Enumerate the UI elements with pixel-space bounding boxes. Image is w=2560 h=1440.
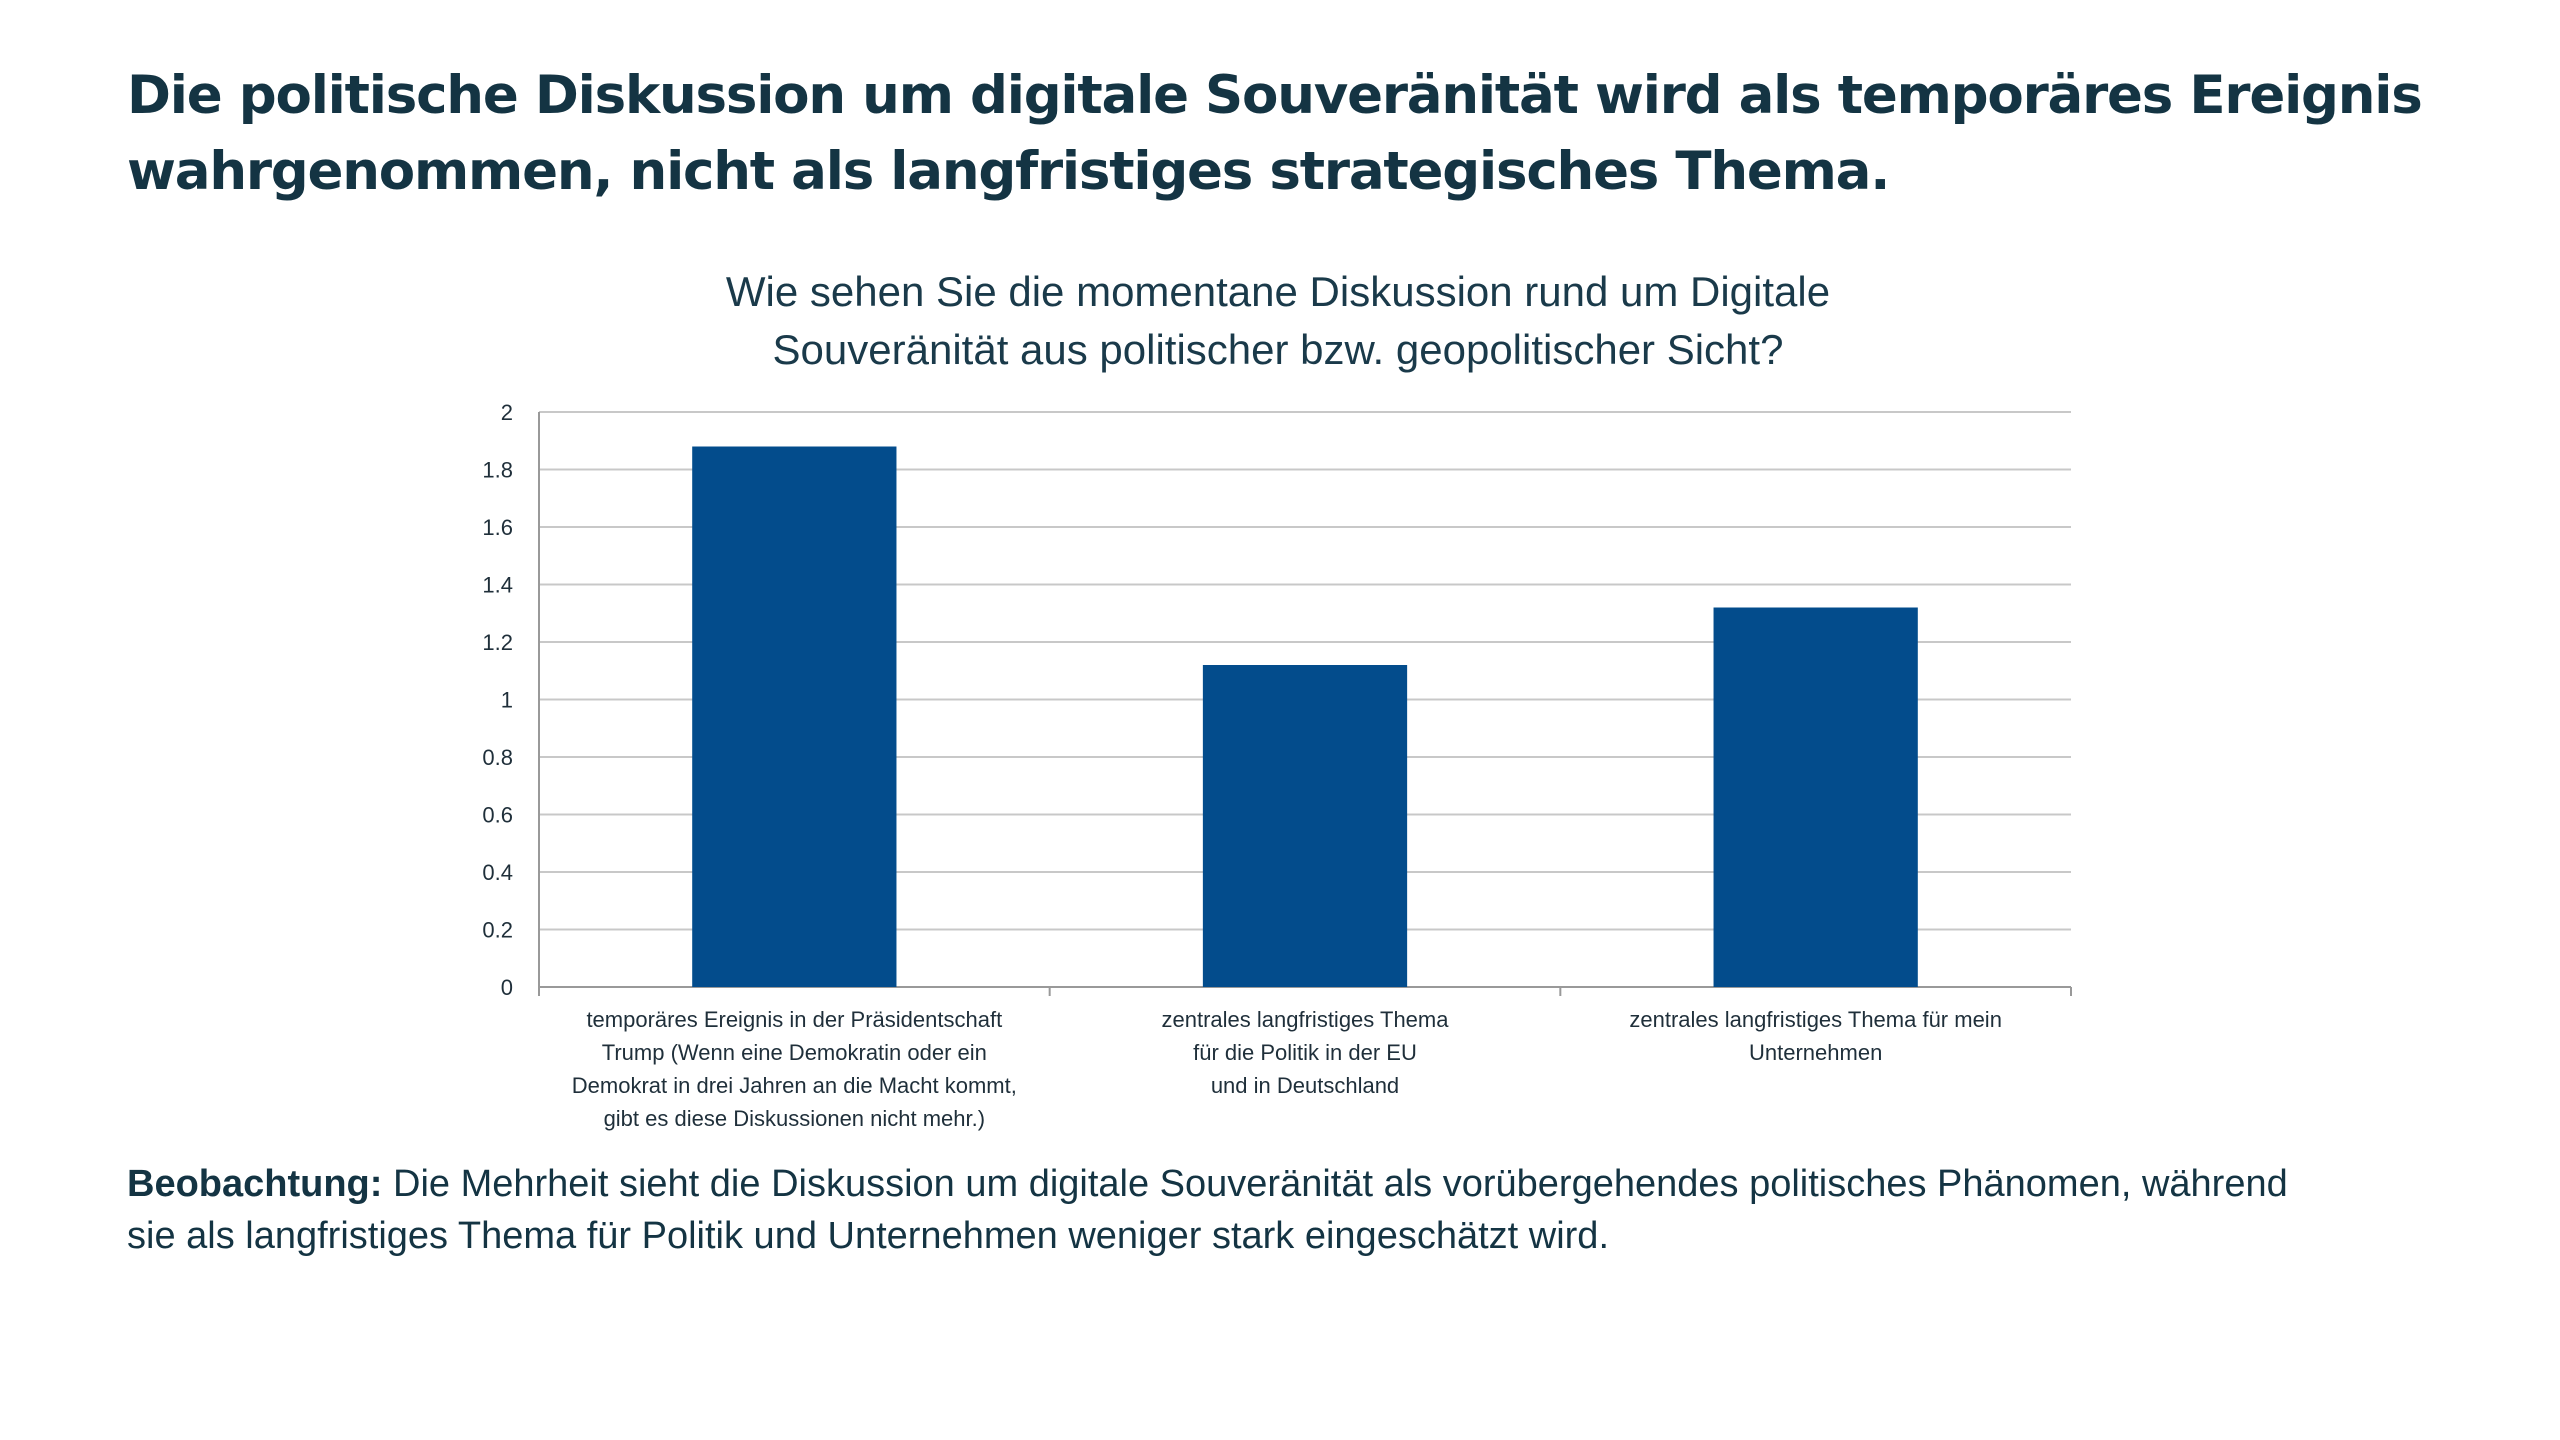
bar	[1713, 607, 1918, 987]
observation-text: Beobachtung: Die Mehrheit sieht die Disk…	[127, 1158, 2467, 1262]
y-tick-label: 1.2	[482, 630, 513, 655]
x-category-label: Unternehmen	[1749, 1040, 1882, 1065]
y-tick-label: 1.6	[482, 515, 513, 540]
y-tick-label: 2	[501, 400, 513, 425]
observation-text-line: sie als langfristiges Thema für Politik …	[127, 1215, 1609, 1257]
y-tick-label: 1.4	[482, 573, 513, 598]
y-tick-label: 0	[501, 975, 513, 1000]
x-category-label: zentrales langfristiges Thema für mein	[1629, 1007, 2002, 1032]
x-category-label: zentrales langfristiges Thema	[1162, 1007, 1450, 1032]
observation-line: Beobachtung: Die Mehrheit sieht die Disk…	[127, 1158, 2467, 1210]
x-category-label: und in Deutschland	[1211, 1073, 1399, 1098]
slide-title: Die politische Diskussion um digitale So…	[127, 58, 2427, 210]
x-category-label: gibt es diese Diskussionen nicht mehr.)	[604, 1106, 986, 1131]
observation-label: Beobachtung:	[127, 1163, 383, 1205]
x-category-label: Trump (Wenn eine Demokratin oder ein	[602, 1040, 987, 1065]
x-category-label: temporäres Ereignis in der Präsidentscha…	[586, 1007, 1002, 1032]
bar-chart: Wie sehen Sie die momentane Diskussion r…	[400, 256, 2130, 1156]
y-tick-label: 0.6	[482, 803, 513, 828]
y-tick-label: 1.8	[482, 458, 513, 483]
slide-title-line: wahrgenommen, nicht als langfristiges st…	[127, 141, 1890, 202]
bar	[692, 446, 897, 987]
bar-chart-svg: Wie sehen Sie die momentane Diskussion r…	[482, 268, 2072, 1131]
chart-title-line: Souveränität aus politischer bzw. geopol…	[773, 326, 1784, 373]
x-category-label: Demokrat in drei Jahren an die Macht kom…	[572, 1073, 1017, 1098]
y-tick-label: 1	[501, 688, 513, 713]
bar	[1202, 665, 1408, 987]
y-tick-label: 0.2	[482, 918, 513, 943]
y-tick-label: 0.8	[482, 745, 513, 770]
y-tick-label: 0.4	[482, 860, 513, 885]
observation-text-line: Die Mehrheit sieht die Diskussion um dig…	[382, 1163, 2288, 1205]
chart-title-line: Wie sehen Sie die momentane Diskussion r…	[726, 268, 1830, 315]
slide-title-line: Die politische Diskussion um digitale So…	[127, 65, 2423, 126]
x-category-label: für die Politik in der EU	[1193, 1040, 1417, 1065]
